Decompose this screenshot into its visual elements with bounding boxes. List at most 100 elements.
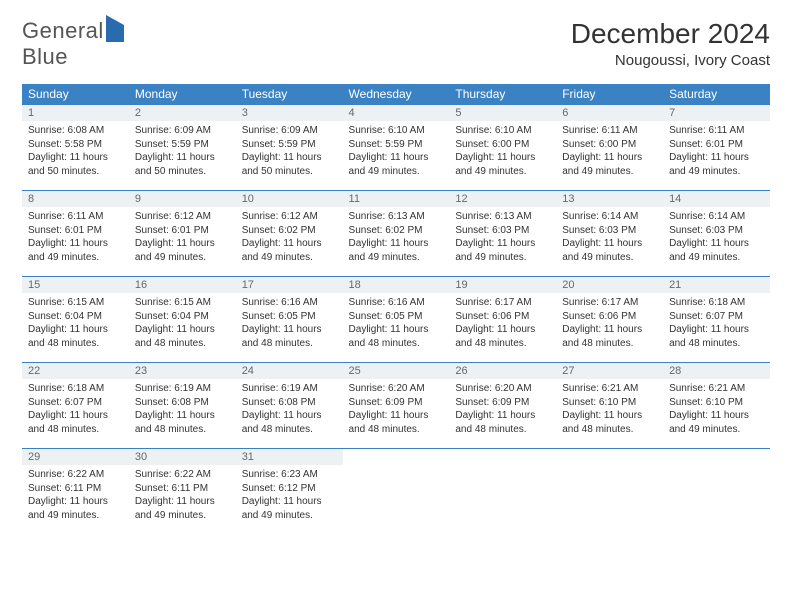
- logo-mark-icon: [106, 15, 124, 42]
- day-cell: 22Sunrise: 6:18 AMSunset: 6:07 PMDayligh…: [22, 363, 129, 449]
- day-number: 18: [343, 277, 450, 293]
- day-body: Sunrise: 6:08 AMSunset: 5:58 PMDaylight:…: [22, 121, 129, 182]
- day-body: Sunrise: 6:16 AMSunset: 6:05 PMDaylight:…: [343, 293, 450, 354]
- day-cell: 30Sunrise: 6:22 AMSunset: 6:11 PMDayligh…: [129, 449, 236, 535]
- empty-cell: [449, 449, 556, 535]
- day-cell: 21Sunrise: 6:18 AMSunset: 6:07 PMDayligh…: [663, 277, 770, 363]
- day-body: Sunrise: 6:09 AMSunset: 5:59 PMDaylight:…: [129, 121, 236, 182]
- day-number: 21: [663, 277, 770, 293]
- day-cell: 2Sunrise: 6:09 AMSunset: 5:59 PMDaylight…: [129, 105, 236, 191]
- empty-cell: [343, 449, 450, 535]
- day-cell: 16Sunrise: 6:15 AMSunset: 6:04 PMDayligh…: [129, 277, 236, 363]
- day-cell: 24Sunrise: 6:19 AMSunset: 6:08 PMDayligh…: [236, 363, 343, 449]
- day-number: 19: [449, 277, 556, 293]
- day-body: Sunrise: 6:21 AMSunset: 6:10 PMDaylight:…: [663, 379, 770, 440]
- location: Nougoussi, Ivory Coast: [571, 52, 770, 69]
- day-number: 24: [236, 363, 343, 379]
- weekday-header: Friday: [556, 84, 663, 105]
- day-body: Sunrise: 6:21 AMSunset: 6:10 PMDaylight:…: [556, 379, 663, 440]
- day-cell: 3Sunrise: 6:09 AMSunset: 5:59 PMDaylight…: [236, 105, 343, 191]
- day-number: 28: [663, 363, 770, 379]
- day-number: 13: [556, 191, 663, 207]
- day-cell: 1Sunrise: 6:08 AMSunset: 5:58 PMDaylight…: [22, 105, 129, 191]
- day-body: Sunrise: 6:18 AMSunset: 6:07 PMDaylight:…: [663, 293, 770, 354]
- day-number: 9: [129, 191, 236, 207]
- day-cell: 17Sunrise: 6:16 AMSunset: 6:05 PMDayligh…: [236, 277, 343, 363]
- logo-word2: Blue: [22, 44, 68, 69]
- logo: General Blue: [22, 18, 124, 70]
- day-cell: 14Sunrise: 6:14 AMSunset: 6:03 PMDayligh…: [663, 191, 770, 277]
- day-number: 16: [129, 277, 236, 293]
- weekday-header: Wednesday: [343, 84, 450, 105]
- calendar-table: SundayMondayTuesdayWednesdayThursdayFrid…: [22, 84, 770, 535]
- day-body: Sunrise: 6:12 AMSunset: 6:01 PMDaylight:…: [129, 207, 236, 268]
- header: General Blue December 2024 Nougoussi, Iv…: [22, 18, 770, 70]
- day-cell: 28Sunrise: 6:21 AMSunset: 6:10 PMDayligh…: [663, 363, 770, 449]
- day-body: Sunrise: 6:13 AMSunset: 6:02 PMDaylight:…: [343, 207, 450, 268]
- weekday-header: Saturday: [663, 84, 770, 105]
- empty-cell: [556, 449, 663, 535]
- day-body: Sunrise: 6:20 AMSunset: 6:09 PMDaylight:…: [343, 379, 450, 440]
- day-number: 8: [22, 191, 129, 207]
- day-body: Sunrise: 6:18 AMSunset: 6:07 PMDaylight:…: [22, 379, 129, 440]
- day-body: Sunrise: 6:14 AMSunset: 6:03 PMDaylight:…: [556, 207, 663, 268]
- day-number: 17: [236, 277, 343, 293]
- day-cell: 13Sunrise: 6:14 AMSunset: 6:03 PMDayligh…: [556, 191, 663, 277]
- day-body: Sunrise: 6:11 AMSunset: 6:01 PMDaylight:…: [663, 121, 770, 182]
- day-cell: 9Sunrise: 6:12 AMSunset: 6:01 PMDaylight…: [129, 191, 236, 277]
- day-number: 25: [343, 363, 450, 379]
- calendar-row: 29Sunrise: 6:22 AMSunset: 6:11 PMDayligh…: [22, 449, 770, 535]
- day-body: Sunrise: 6:22 AMSunset: 6:11 PMDaylight:…: [22, 465, 129, 526]
- day-body: Sunrise: 6:15 AMSunset: 6:04 PMDaylight:…: [129, 293, 236, 354]
- weekday-header: Sunday: [22, 84, 129, 105]
- day-cell: 23Sunrise: 6:19 AMSunset: 6:08 PMDayligh…: [129, 363, 236, 449]
- month-title: December 2024: [571, 18, 770, 50]
- day-number: 23: [129, 363, 236, 379]
- day-number: 3: [236, 105, 343, 121]
- day-body: Sunrise: 6:11 AMSunset: 6:01 PMDaylight:…: [22, 207, 129, 268]
- day-cell: 18Sunrise: 6:16 AMSunset: 6:05 PMDayligh…: [343, 277, 450, 363]
- day-number: 14: [663, 191, 770, 207]
- day-body: Sunrise: 6:19 AMSunset: 6:08 PMDaylight:…: [236, 379, 343, 440]
- day-body: Sunrise: 6:20 AMSunset: 6:09 PMDaylight:…: [449, 379, 556, 440]
- day-body: Sunrise: 6:13 AMSunset: 6:03 PMDaylight:…: [449, 207, 556, 268]
- day-body: Sunrise: 6:11 AMSunset: 6:00 PMDaylight:…: [556, 121, 663, 182]
- day-number: 11: [343, 191, 450, 207]
- day-cell: 20Sunrise: 6:17 AMSunset: 6:06 PMDayligh…: [556, 277, 663, 363]
- weekday-header: Tuesday: [236, 84, 343, 105]
- weekday-header: Thursday: [449, 84, 556, 105]
- day-cell: 19Sunrise: 6:17 AMSunset: 6:06 PMDayligh…: [449, 277, 556, 363]
- title-block: December 2024 Nougoussi, Ivory Coast: [571, 18, 770, 69]
- day-number: 22: [22, 363, 129, 379]
- calendar-body: 1Sunrise: 6:08 AMSunset: 5:58 PMDaylight…: [22, 105, 770, 535]
- day-body: Sunrise: 6:12 AMSunset: 6:02 PMDaylight:…: [236, 207, 343, 268]
- day-cell: 5Sunrise: 6:10 AMSunset: 6:00 PMDaylight…: [449, 105, 556, 191]
- day-body: Sunrise: 6:10 AMSunset: 6:00 PMDaylight:…: [449, 121, 556, 182]
- day-cell: 11Sunrise: 6:13 AMSunset: 6:02 PMDayligh…: [343, 191, 450, 277]
- day-cell: 6Sunrise: 6:11 AMSunset: 6:00 PMDaylight…: [556, 105, 663, 191]
- day-number: 7: [663, 105, 770, 121]
- day-cell: 15Sunrise: 6:15 AMSunset: 6:04 PMDayligh…: [22, 277, 129, 363]
- day-body: Sunrise: 6:10 AMSunset: 5:59 PMDaylight:…: [343, 121, 450, 182]
- day-body: Sunrise: 6:09 AMSunset: 5:59 PMDaylight:…: [236, 121, 343, 182]
- day-body: Sunrise: 6:14 AMSunset: 6:03 PMDaylight:…: [663, 207, 770, 268]
- weekday-header-row: SundayMondayTuesdayWednesdayThursdayFrid…: [22, 84, 770, 105]
- day-number: 4: [343, 105, 450, 121]
- empty-cell: [663, 449, 770, 535]
- day-number: 12: [449, 191, 556, 207]
- day-number: 2: [129, 105, 236, 121]
- day-cell: 29Sunrise: 6:22 AMSunset: 6:11 PMDayligh…: [22, 449, 129, 535]
- day-cell: 31Sunrise: 6:23 AMSunset: 6:12 PMDayligh…: [236, 449, 343, 535]
- day-cell: 25Sunrise: 6:20 AMSunset: 6:09 PMDayligh…: [343, 363, 450, 449]
- day-body: Sunrise: 6:23 AMSunset: 6:12 PMDaylight:…: [236, 465, 343, 526]
- logo-word1: General: [22, 18, 104, 43]
- day-number: 29: [22, 449, 129, 465]
- calendar-row: 8Sunrise: 6:11 AMSunset: 6:01 PMDaylight…: [22, 191, 770, 277]
- day-cell: 8Sunrise: 6:11 AMSunset: 6:01 PMDaylight…: [22, 191, 129, 277]
- day-cell: 7Sunrise: 6:11 AMSunset: 6:01 PMDaylight…: [663, 105, 770, 191]
- day-body: Sunrise: 6:22 AMSunset: 6:11 PMDaylight:…: [129, 465, 236, 526]
- day-number: 31: [236, 449, 343, 465]
- day-cell: 12Sunrise: 6:13 AMSunset: 6:03 PMDayligh…: [449, 191, 556, 277]
- calendar-row: 1Sunrise: 6:08 AMSunset: 5:58 PMDaylight…: [22, 105, 770, 191]
- day-number: 20: [556, 277, 663, 293]
